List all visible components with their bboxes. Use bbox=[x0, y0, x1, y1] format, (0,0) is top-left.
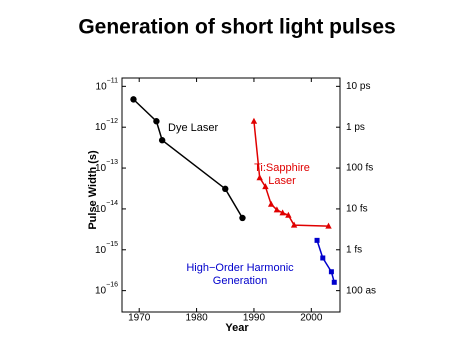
y2-tick-label: 100 as bbox=[346, 285, 376, 296]
series-label: Generation bbox=[213, 275, 267, 287]
point bbox=[290, 221, 298, 228]
y-tick-label: 10−13 bbox=[95, 159, 118, 174]
point bbox=[130, 96, 137, 103]
y2-tick-label: 1 ps bbox=[346, 122, 365, 133]
y2-tick-label: 10 ps bbox=[346, 81, 370, 92]
point bbox=[314, 237, 320, 243]
series-label: High−Order Harmonic bbox=[186, 262, 294, 274]
point bbox=[325, 222, 332, 229]
y-axis-label: Pulse Width (s) bbox=[87, 150, 99, 230]
chart-title: Generation of short light pulses bbox=[78, 16, 395, 39]
point bbox=[222, 185, 229, 193]
plot-frame bbox=[121, 77, 341, 313]
point bbox=[285, 211, 292, 218]
x-tick-label: 1980 bbox=[185, 313, 208, 324]
y2-tick-label: 100 fs bbox=[346, 163, 373, 174]
point bbox=[262, 183, 269, 190]
series-line bbox=[132, 98, 244, 219]
y-tick-label: 10−11 bbox=[96, 77, 119, 92]
point bbox=[158, 137, 166, 144]
x-tick-label: 2000 bbox=[300, 313, 323, 324]
series-line bbox=[316, 240, 335, 283]
point bbox=[273, 206, 281, 213]
point bbox=[256, 174, 263, 181]
y-tick-label: 10−16 bbox=[95, 281, 118, 296]
point bbox=[153, 118, 160, 125]
y2-tick-label: 1 fs bbox=[346, 244, 362, 255]
x-axis-label: Year bbox=[225, 322, 249, 334]
point bbox=[250, 117, 258, 124]
point bbox=[320, 255, 326, 261]
y-tick-label: 10−15 bbox=[95, 241, 118, 256]
series-label: Laser bbox=[268, 175, 296, 187]
point bbox=[279, 209, 286, 216]
series-label: Dye Laser bbox=[168, 122, 218, 134]
y-tick-label: 10−14 bbox=[95, 200, 118, 215]
point bbox=[239, 214, 246, 222]
y-tick-label: 10−12 bbox=[95, 118, 118, 133]
x-tick-label: 1990 bbox=[243, 313, 266, 324]
x-tick-label: 1970 bbox=[128, 313, 151, 324]
point bbox=[267, 200, 275, 207]
y2-tick-label: 10 fs bbox=[346, 204, 368, 215]
series-label: Ti:Sapphire bbox=[254, 162, 310, 174]
point bbox=[331, 279, 337, 285]
point bbox=[328, 269, 334, 275]
